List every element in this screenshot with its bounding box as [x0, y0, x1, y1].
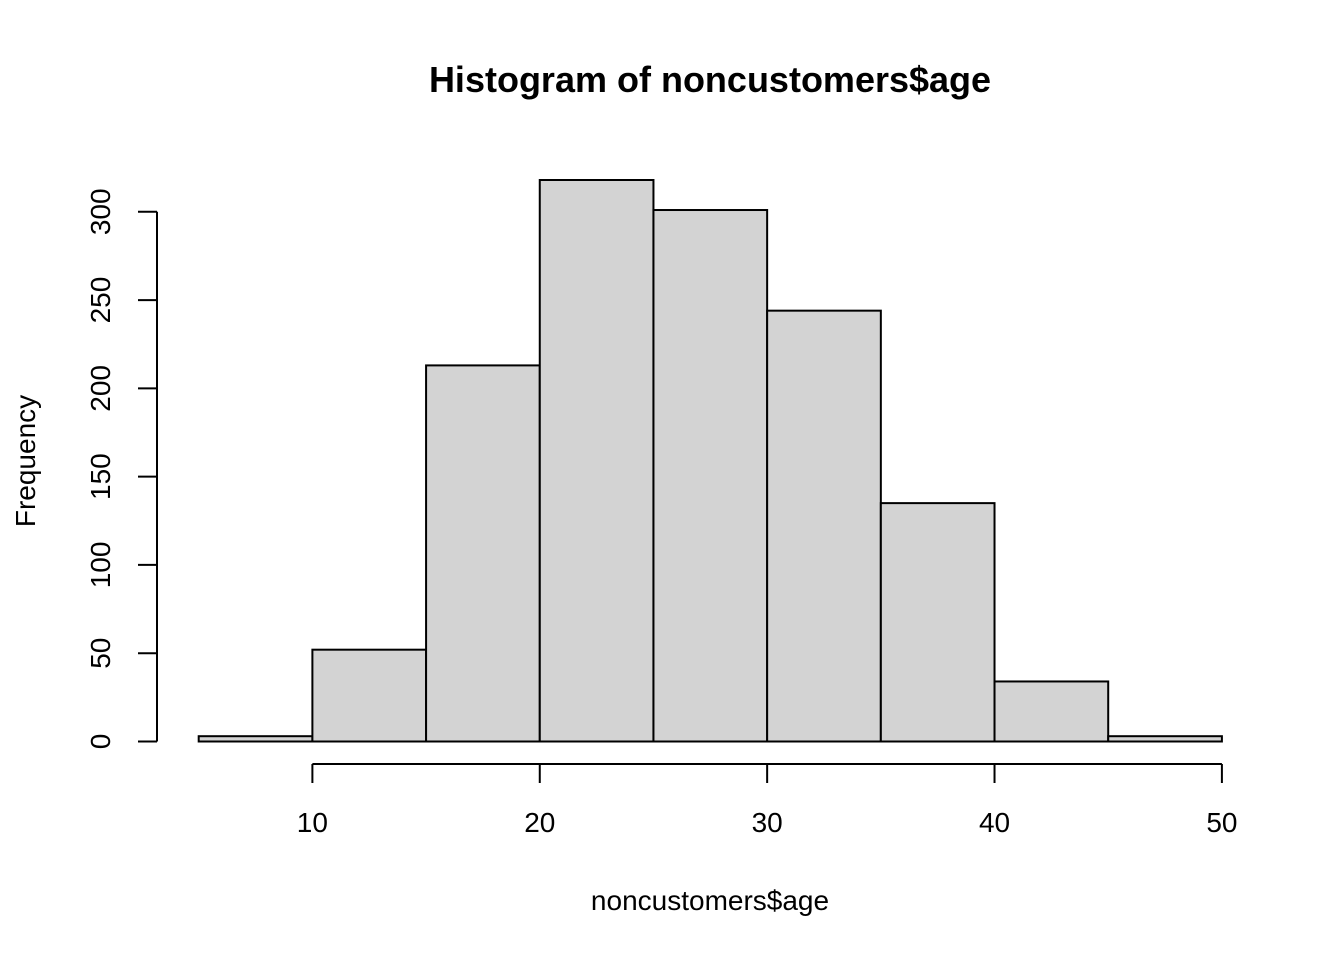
x-axis-label: noncustomers$age [591, 885, 829, 916]
x-axis: 10 20 30 40 50 [297, 763, 1237, 838]
y-tick-label: 200 [85, 365, 116, 412]
histogram-bar [1107, 735, 1223, 743]
y-tick-label: 50 [85, 638, 116, 669]
histogram-bar [311, 648, 428, 743]
x-tick-label: 30 [752, 807, 783, 838]
x-tick-label: 40 [979, 807, 1010, 838]
y-tick-label: 150 [85, 453, 116, 500]
y-axis-label: Frequency [10, 395, 41, 527]
y-tick-label: 300 [85, 188, 116, 235]
x-tick-label: 50 [1206, 807, 1237, 838]
x-tick-label: 10 [297, 807, 328, 838]
y-tick-label: 100 [85, 542, 116, 589]
histogram-bar [993, 680, 1110, 743]
x-tick-label: 20 [524, 807, 555, 838]
histogram-bar [879, 502, 996, 743]
histogram-bar [425, 364, 541, 743]
y-tick-label: 0 [85, 734, 116, 750]
bars-group [197, 179, 1223, 743]
histogram-bar [766, 309, 882, 743]
histogram-bar [538, 179, 655, 743]
histogram-bar [197, 735, 314, 743]
histogram-bar [652, 209, 769, 743]
y-tick-label: 250 [85, 277, 116, 324]
chart-title: Histogram of noncustomers$age [429, 59, 991, 100]
y-axis: 0 50 100 150 200 250 300 [85, 188, 158, 750]
